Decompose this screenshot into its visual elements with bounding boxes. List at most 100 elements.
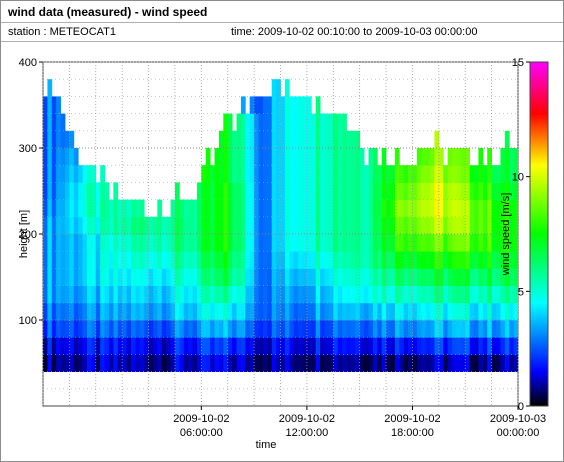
heatmap-cell <box>399 234 405 252</box>
heatmap-cell <box>337 251 343 269</box>
heatmap-cell <box>78 234 83 252</box>
heatmap-cell <box>337 285 343 304</box>
heatmap-cell <box>346 354 352 372</box>
heatmap-cell <box>73 251 79 269</box>
heatmap-cell <box>95 234 101 252</box>
heatmap-cell <box>69 182 75 200</box>
heatmap-cell <box>487 182 493 200</box>
heatmap-cell <box>438 251 444 269</box>
heatmap-cell <box>443 165 449 183</box>
heatmap-cell <box>460 337 466 355</box>
heatmap-cell <box>60 130 66 149</box>
heatmap-cell <box>421 216 427 235</box>
heatmap-cell <box>372 148 378 166</box>
heatmap-cell <box>496 251 501 269</box>
heatmap-cell <box>474 285 479 304</box>
heatmap-cell <box>443 216 449 235</box>
heatmap-cell <box>386 268 391 286</box>
heatmap-cell <box>218 165 224 183</box>
heatmap-cell <box>47 165 53 183</box>
heatmap-cell <box>174 268 180 286</box>
heatmap-cell <box>320 165 325 183</box>
heatmap-cell <box>214 165 220 183</box>
heatmap-cell <box>157 268 163 286</box>
heatmap-cell <box>64 182 70 200</box>
heatmap-cell <box>51 182 57 200</box>
heatmap-cell <box>214 285 220 304</box>
heatmap-cell <box>452 165 457 183</box>
heatmap-cell <box>289 354 295 372</box>
heatmap-cell <box>513 251 518 269</box>
heatmap-cell <box>47 354 53 372</box>
heatmap-cell <box>482 165 488 183</box>
heatmap-cell <box>394 199 400 218</box>
heatmap-cell <box>276 79 281 97</box>
heatmap-cell <box>60 285 66 304</box>
heatmap-cell <box>51 148 57 166</box>
heatmap-cell <box>443 251 449 269</box>
heatmap-cell <box>289 216 295 235</box>
heatmap-cell <box>425 268 431 286</box>
heatmap-cell <box>364 234 369 252</box>
heatmap-cell <box>254 251 259 269</box>
heatmap-cell <box>513 234 518 252</box>
heatmap-cell <box>183 320 189 338</box>
heatmap-cell <box>258 320 264 338</box>
heatmap-cell <box>43 285 48 304</box>
heatmap-cell <box>386 251 391 269</box>
heatmap-cell <box>86 216 92 235</box>
heatmap-cell <box>126 337 132 355</box>
heatmap-cell <box>249 234 255 252</box>
heatmap-cell <box>359 251 365 269</box>
heatmap-cell <box>298 216 303 235</box>
heatmap-cell <box>359 337 365 355</box>
heatmap-cell <box>271 302 277 321</box>
heatmap-cell <box>311 320 317 338</box>
heatmap-cell <box>399 251 405 269</box>
heatmap-cell <box>474 234 479 252</box>
heatmap-cell <box>56 216 61 235</box>
heatmap-cell <box>43 251 48 269</box>
heatmap-cell <box>421 199 427 218</box>
heatmap-cell <box>240 337 246 355</box>
heatmap-cell <box>315 354 321 372</box>
heatmap-cell <box>130 268 136 286</box>
heatmap-cell <box>117 320 123 338</box>
heatmap-cell <box>254 148 259 166</box>
heatmap-cell <box>320 216 325 235</box>
heatmap-cell <box>333 268 339 286</box>
heatmap-cell <box>337 268 343 286</box>
heatmap-cell <box>298 285 303 304</box>
heatmap-cell <box>443 234 449 252</box>
heatmap-cell <box>434 216 440 235</box>
heatmap-cell <box>227 251 233 269</box>
heatmap-cell <box>122 285 127 304</box>
heatmap-cell <box>130 337 136 355</box>
heatmap-cell <box>381 182 387 200</box>
heatmap-cell <box>188 234 193 252</box>
heatmap-cell <box>284 182 290 200</box>
heatmap-cell <box>474 354 479 372</box>
heatmap-cell <box>56 130 61 149</box>
heatmap-cell <box>170 337 176 355</box>
heatmap-cell <box>298 199 303 218</box>
heatmap-cell <box>254 165 259 183</box>
heatmap-cell <box>64 199 70 218</box>
heatmap-cell <box>192 337 198 355</box>
heatmap-cell <box>82 199 88 218</box>
heatmap-cell <box>390 216 396 235</box>
heatmap-cell <box>364 337 369 355</box>
heatmap-cell <box>276 337 281 355</box>
heatmap-cell <box>368 234 374 252</box>
heatmap-cell <box>196 251 202 269</box>
heatmap-cell <box>430 216 435 235</box>
heatmap-cell <box>513 165 518 183</box>
heatmap-cell <box>152 302 158 321</box>
heatmap-cell <box>315 96 321 114</box>
heatmap-cell <box>218 354 224 372</box>
heatmap-cell <box>491 251 497 269</box>
heatmap-cell <box>504 216 510 235</box>
heatmap-cell <box>240 234 246 252</box>
heatmap-cell <box>478 302 484 321</box>
